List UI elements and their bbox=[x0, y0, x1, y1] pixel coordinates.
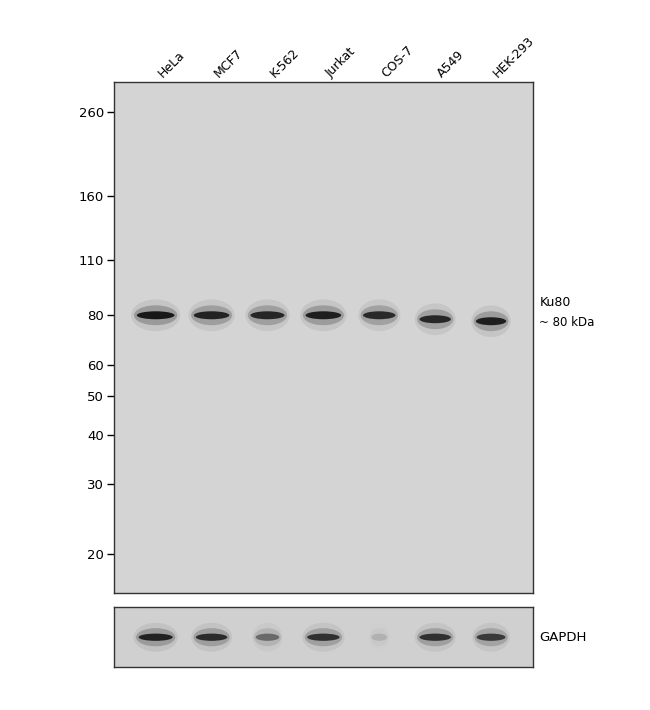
Ellipse shape bbox=[474, 628, 508, 646]
Ellipse shape bbox=[194, 628, 229, 646]
Text: HEK-293: HEK-293 bbox=[491, 33, 537, 80]
Ellipse shape bbox=[361, 305, 398, 325]
Ellipse shape bbox=[415, 303, 456, 335]
Ellipse shape bbox=[134, 305, 177, 325]
Ellipse shape bbox=[471, 305, 511, 337]
Ellipse shape bbox=[419, 633, 451, 641]
Text: ~ 80 kDa: ~ 80 kDa bbox=[540, 317, 595, 329]
Text: Jurkat: Jurkat bbox=[324, 45, 358, 80]
Ellipse shape bbox=[358, 300, 400, 331]
Ellipse shape bbox=[474, 311, 508, 331]
Ellipse shape bbox=[136, 311, 175, 320]
Ellipse shape bbox=[476, 633, 506, 641]
Ellipse shape bbox=[306, 311, 341, 320]
Ellipse shape bbox=[473, 623, 510, 652]
Text: GAPDH: GAPDH bbox=[540, 630, 587, 644]
Ellipse shape bbox=[248, 305, 287, 325]
Ellipse shape bbox=[191, 305, 232, 325]
Text: K-562: K-562 bbox=[268, 45, 302, 80]
Text: A549: A549 bbox=[436, 48, 467, 80]
Ellipse shape bbox=[417, 628, 453, 646]
Text: MCF7: MCF7 bbox=[211, 46, 245, 80]
Ellipse shape bbox=[255, 633, 280, 641]
Ellipse shape bbox=[415, 623, 456, 652]
Ellipse shape bbox=[245, 300, 290, 331]
Text: Ku80: Ku80 bbox=[540, 296, 571, 309]
Text: HeLa: HeLa bbox=[155, 48, 187, 80]
Ellipse shape bbox=[133, 623, 178, 652]
Ellipse shape bbox=[194, 311, 229, 320]
Ellipse shape bbox=[303, 305, 344, 325]
Ellipse shape bbox=[417, 310, 453, 329]
Ellipse shape bbox=[250, 311, 285, 320]
Ellipse shape bbox=[419, 315, 451, 323]
Ellipse shape bbox=[302, 623, 344, 652]
Ellipse shape bbox=[191, 623, 232, 652]
Ellipse shape bbox=[188, 300, 235, 331]
Ellipse shape bbox=[371, 633, 387, 641]
Ellipse shape bbox=[305, 628, 342, 646]
Ellipse shape bbox=[136, 628, 176, 646]
Text: COS-7: COS-7 bbox=[380, 43, 416, 80]
Ellipse shape bbox=[476, 317, 506, 325]
Ellipse shape bbox=[363, 311, 395, 320]
Ellipse shape bbox=[138, 633, 173, 641]
Ellipse shape bbox=[307, 633, 339, 641]
Ellipse shape bbox=[254, 628, 281, 646]
Ellipse shape bbox=[131, 300, 180, 331]
Ellipse shape bbox=[196, 633, 228, 641]
Ellipse shape bbox=[300, 300, 346, 331]
